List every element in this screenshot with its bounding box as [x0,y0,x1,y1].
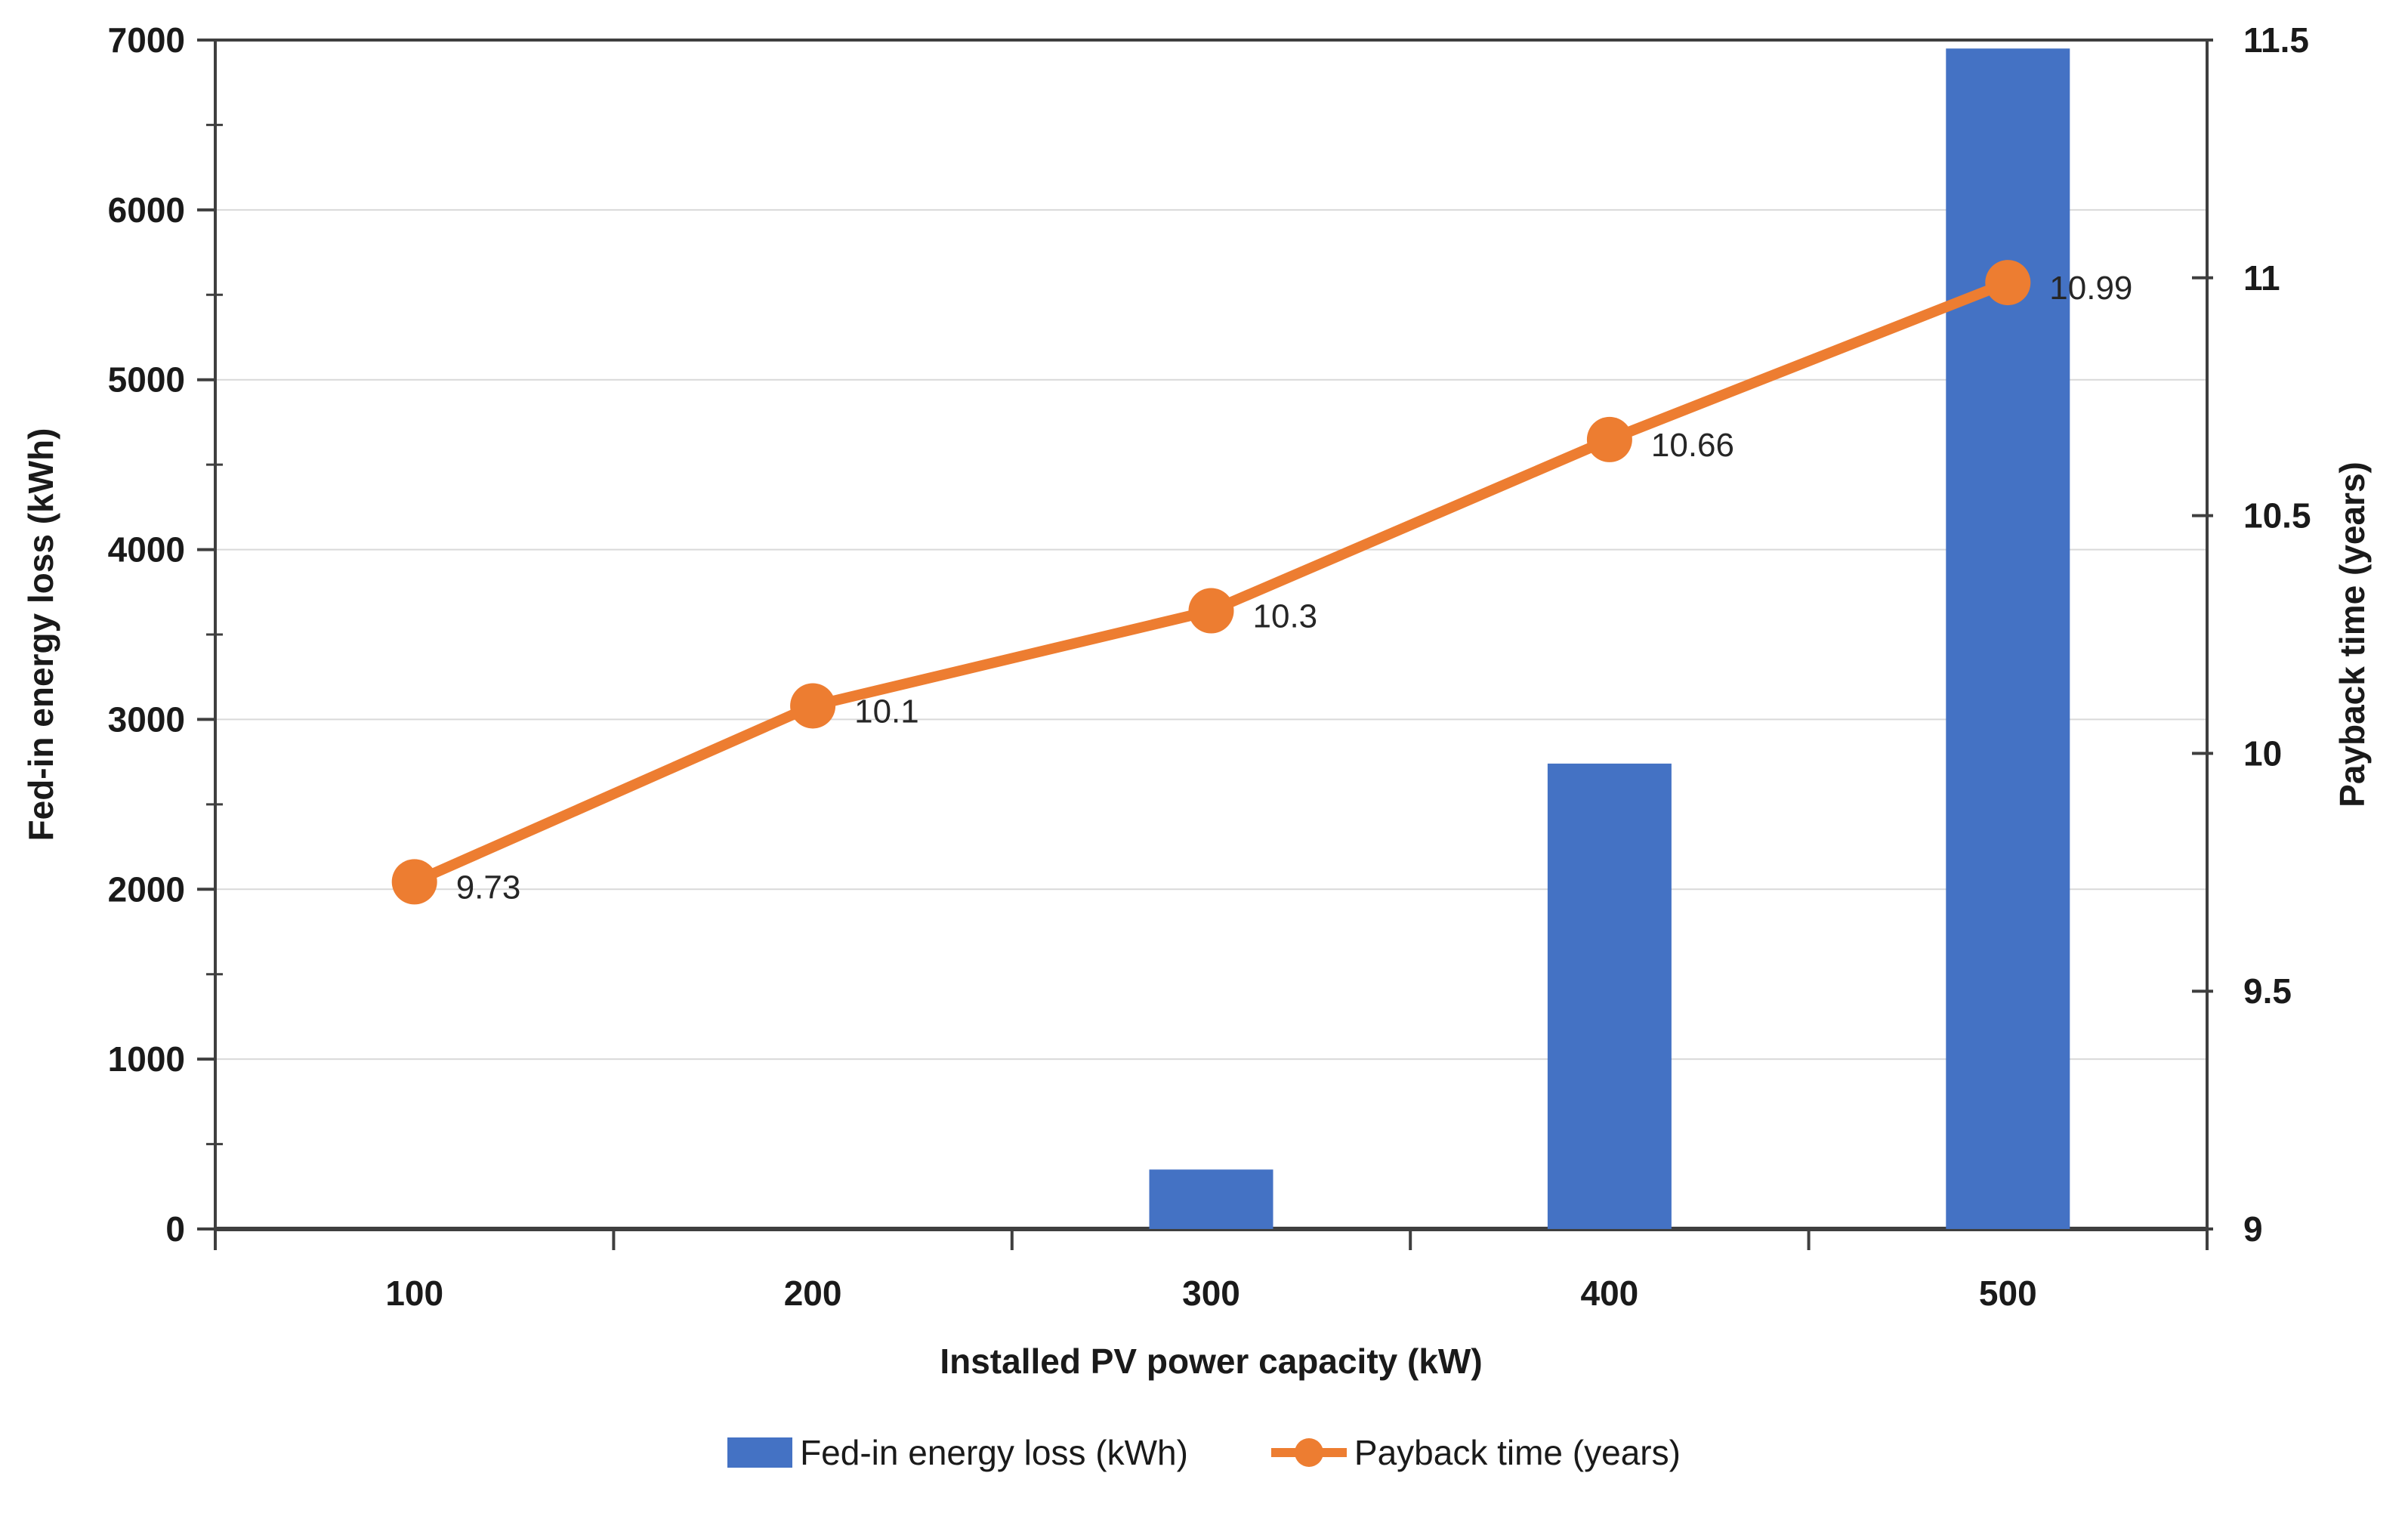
bar-300 [1149,1169,1273,1229]
right-axis-tick-label: 9.5 [2243,971,2292,1011]
payback-line [409,277,2014,888]
right-axis-tick-label: 10.5 [2243,496,2311,536]
x-axis-tick-label: 100 [385,1274,443,1313]
right-axis-tick-label: 10 [2243,733,2282,773]
line-point-label: 10.3 [1253,598,1318,635]
legend-label-line: Payback time (years) [1354,1433,1681,1472]
x-axis-tick-label: 500 [1979,1274,2037,1313]
left-axis-tick-label: 1000 [108,1039,185,1079]
line-marker-300 [1188,588,1234,634]
left-axis-tick-label: 2000 [108,869,185,909]
right-axis-tick-label: 11 [2243,258,2280,298]
line-point-label: 10.66 [1651,427,1734,464]
bar-500 [1946,48,2070,1229]
legend-item-line: Payback time (years) [1270,1432,1681,1473]
legend-label-bars: Fed-in energy loss (kWh) [800,1433,1188,1472]
right-axis-tick-label: 11.5 [2243,20,2309,60]
left-axis-tick-label: 5000 [108,360,185,400]
line-point-label: 10.1 [854,693,919,730]
line-point-label: 10.99 [2049,270,2132,307]
line-marker-400 [1586,416,1632,462]
line-marker-500 [1985,260,2031,306]
x-axis-tick-label: 400 [1581,1274,1639,1313]
left-axis-tick-label: 0 [165,1209,185,1249]
x-axis-title: Installed PV power capacity (kW) [940,1342,1482,1381]
legend-item-bars: Fed-in energy loss (kWh) [727,1432,1188,1473]
left-axis-tick-label: 4000 [108,530,185,570]
bar-400 [1547,763,1672,1229]
x-axis-tick-label: 200 [784,1274,842,1313]
line-marker-100 [391,859,437,905]
left-axis-title: Fed-in energy loss (kWh) [21,428,60,841]
line-series-marker-icon [1270,1436,1347,1469]
right-axis-title: Payback time (years) [2332,462,2372,807]
legend: Fed-in energy loss (kWh) Payback time (y… [0,1432,2408,1473]
left-axis-tick-label: 6000 [108,190,185,230]
x-axis-tick-label: 300 [1182,1274,1240,1313]
right-axis-tick-label: 9 [2243,1209,2263,1249]
line-point-label: 9.73 [456,869,521,906]
left-axis-tick-label: 7000 [108,20,185,60]
bar-series-swatch-icon [727,1437,793,1468]
left-axis-tick-label: 3000 [108,699,185,739]
line-marker-200 [790,683,836,729]
